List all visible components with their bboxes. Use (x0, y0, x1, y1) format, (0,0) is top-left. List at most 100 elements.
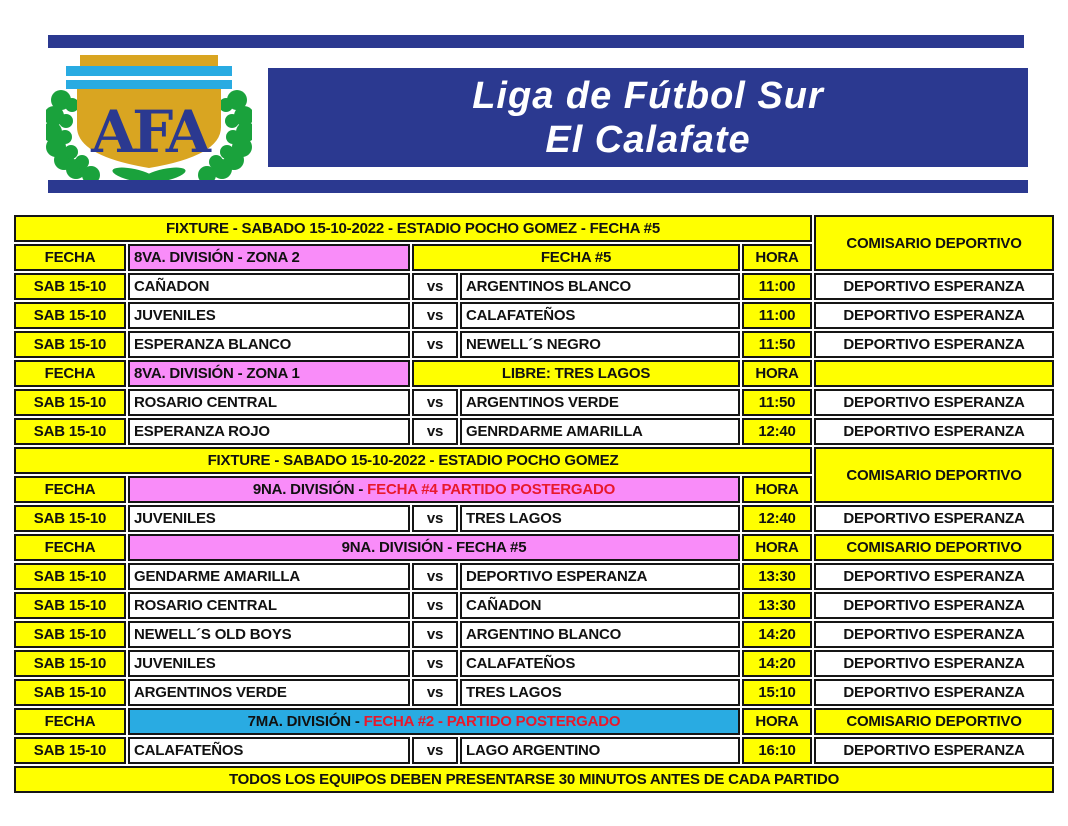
match-date-cell: SAB 15-10 (14, 273, 126, 300)
home-team-cell: ESPERANZA ROJO (128, 418, 410, 445)
match-date-cell: SAB 15-10 (14, 679, 126, 706)
top-divider-bar (48, 35, 1024, 48)
comisario-name-cell: DEPORTIVO ESPERANZA (814, 389, 1055, 416)
comisario-column-header-1: COMISARIO DEPORTIVO (814, 215, 1055, 271)
home-team-cell: ROSARIO CENTRAL (128, 389, 410, 416)
away-team-cell: ARGENTINOS VERDE (460, 389, 740, 416)
league-title-line1: Liga de Fútbol Sur (472, 74, 824, 117)
fecha-label: FECHA (14, 534, 126, 561)
hora-label: HORA (742, 708, 813, 735)
shield-stripe-2 (66, 80, 232, 89)
division-label-8va-z2: 8VA. DIVISIÓN - ZONA 2 (128, 244, 410, 271)
match-date-cell: SAB 15-10 (14, 563, 126, 590)
shield-stripe-1 (66, 66, 232, 76)
away-team-cell: NEWELL´S NEGRO (460, 331, 740, 358)
match-time-cell: 11:00 (742, 302, 813, 329)
comisario-name-cell: DEPORTIVO ESPERANZA (814, 563, 1055, 590)
section-header-row-8va-z1: FECHA 8VA. DIVISIÓN - ZONA 1 LIBRE: TRES… (14, 360, 1055, 387)
vs-label: vs (412, 302, 458, 329)
home-team-cell: ROSARIO CENTRAL (128, 592, 410, 619)
home-team-cell: CALAFATEÑOS (128, 737, 410, 764)
away-team-cell: CALAFATEÑOS (460, 650, 740, 677)
league-title-line2: El Calafate (545, 118, 751, 161)
laurel-stems-icon (112, 167, 186, 183)
fecha-label: FECHA (14, 708, 126, 735)
division-label-9na-f5: 9NA. DIVISIÓN - FECHA #5 (128, 534, 740, 561)
hora-label: HORA (742, 360, 813, 387)
vs-label: vs (412, 505, 458, 532)
fixture-title-2: FIXTURE - SABADO 15-10-2022 - ESTADIO PO… (14, 447, 813, 474)
away-team-cell: GENRDARME AMARILLA (460, 418, 740, 445)
comisario-name-cell: DEPORTIVO ESPERANZA (814, 650, 1055, 677)
footer-row: TODOS LOS EQUIPOS DEBEN PRESENTARSE 30 M… (14, 766, 1055, 793)
fixture-header-row-1: FIXTURE - SABADO 15-10-2022 - ESTADIO PO… (14, 215, 1055, 271)
away-team-cell: LAGO ARGENTINO (460, 737, 740, 764)
shield-body (77, 89, 221, 168)
shield-top-tab (80, 55, 218, 66)
match-row: SAB 15-10 JUVENILES vs CALAFATEÑOS 11:00… (14, 302, 1055, 329)
match-date-cell: SAB 15-10 (14, 737, 126, 764)
vs-label: vs (412, 679, 458, 706)
match-row: SAB 15-10 GENDARME AMARILLA vs DEPORTIVO… (14, 563, 1055, 590)
bottom-divider-bar (48, 180, 1028, 193)
match-date-cell: SAB 15-10 (14, 331, 126, 358)
fixture-header-row-2: FIXTURE - SABADO 15-10-2022 - ESTADIO PO… (14, 447, 1055, 503)
vs-label: vs (412, 389, 458, 416)
away-team-cell: CALAFATEÑOS (460, 302, 740, 329)
match-time-cell: 13:30 (742, 592, 813, 619)
comisario-name-cell: DEPORTIVO ESPERANZA (814, 679, 1055, 706)
comisario-name-cell: DEPORTIVO ESPERANZA (814, 737, 1055, 764)
vs-label: vs (412, 563, 458, 590)
match-row: SAB 15-10 ROSARIO CENTRAL vs CAÑADON 13:… (14, 592, 1055, 619)
away-team-cell: TRES LAGOS (460, 505, 740, 532)
match-time-cell: 13:30 (742, 563, 813, 590)
vs-label: vs (412, 418, 458, 445)
match-date-cell: SAB 15-10 (14, 389, 126, 416)
section-header-row-7ma: FECHA 7MA. DIVISIÓN - FECHA #2 - PARTIDO… (14, 708, 1055, 735)
home-team-cell: ESPERANZA BLANCO (128, 331, 410, 358)
comisario-column-header-4: COMISARIO DEPORTIVO (814, 708, 1055, 735)
laurel-right-icon (198, 90, 252, 183)
away-team-cell: TRES LAGOS (460, 679, 740, 706)
match-date-cell: SAB 15-10 (14, 302, 126, 329)
match-time-cell: 11:50 (742, 389, 813, 416)
home-team-cell: NEWELL´S OLD BOYS (128, 621, 410, 648)
section-header-row-8va-z2: FECHA 8VA. DIVISIÓN - ZONA 2 FECHA #5 HO… (14, 244, 1054, 271)
comisario-name-cell: DEPORTIVO ESPERANZA (814, 331, 1055, 358)
comisario-name-cell: DEPORTIVO ESPERANZA (814, 505, 1055, 532)
match-time-cell: 11:00 (742, 273, 813, 300)
vs-label: vs (412, 273, 458, 300)
match-row: SAB 15-10 ESPERANZA BLANCO vs NEWELL´S N… (14, 331, 1055, 358)
match-time-cell: 15:10 (742, 679, 813, 706)
match-row: SAB 15-10 JUVENILES vs TRES LAGOS 12:40 … (14, 505, 1055, 532)
section-header-row-9na-f4: FECHA 9NA. DIVISIÓN - FECHA #4 PARTIDO P… (14, 476, 1054, 503)
match-date-cell: SAB 15-10 (14, 650, 126, 677)
home-team-cell: ARGENTINOS VERDE (128, 679, 410, 706)
fecha5-label: FECHA #5 (412, 244, 740, 271)
division-text-red: FECHA #2 - PARTIDO POSTERGADO (363, 713, 621, 730)
comisario-column-header-2: COMISARIO DEPORTIVO (814, 447, 1055, 503)
libre-label: LIBRE: TRES LAGOS (412, 360, 740, 387)
match-row: SAB 15-10 ESPERANZA ROJO vs GENRDARME AM… (14, 418, 1055, 445)
match-row: SAB 15-10 NEWELL´S OLD BOYS vs ARGENTINO… (14, 621, 1055, 648)
comisario-column-header-3: COMISARIO DEPORTIVO (814, 534, 1055, 561)
comisario-name-cell: DEPORTIVO ESPERANZA (814, 418, 1055, 445)
afa-crest-icon: AFA (46, 55, 252, 183)
vs-label: vs (412, 621, 458, 648)
division-text-black: 7MA. DIVISIÓN - (247, 713, 364, 730)
division-text-red: FECHA #4 PARTIDO POSTERGADO (367, 481, 616, 498)
vs-label: vs (412, 592, 458, 619)
home-team-cell: JUVENILES (128, 650, 410, 677)
hora-label: HORA (742, 244, 813, 271)
footer-notice: TODOS LOS EQUIPOS DEBEN PRESENTARSE 30 M… (14, 766, 1055, 793)
match-date-cell: SAB 15-10 (14, 418, 126, 445)
vs-label: vs (412, 737, 458, 764)
match-row: SAB 15-10 JUVENILES vs CALAFATEÑOS 14:20… (14, 650, 1055, 677)
away-team-cell: CAÑADON (460, 592, 740, 619)
away-team-cell: ARGENTINO BLANCO (460, 621, 740, 648)
match-row: SAB 15-10 ARGENTINOS VERDE vs TRES LAGOS… (14, 679, 1055, 706)
fecha-label: FECHA (14, 244, 126, 271)
division-label-8va-z1: 8VA. DIVISIÓN - ZONA 1 (128, 360, 410, 387)
match-time-cell: 14:20 (742, 621, 813, 648)
